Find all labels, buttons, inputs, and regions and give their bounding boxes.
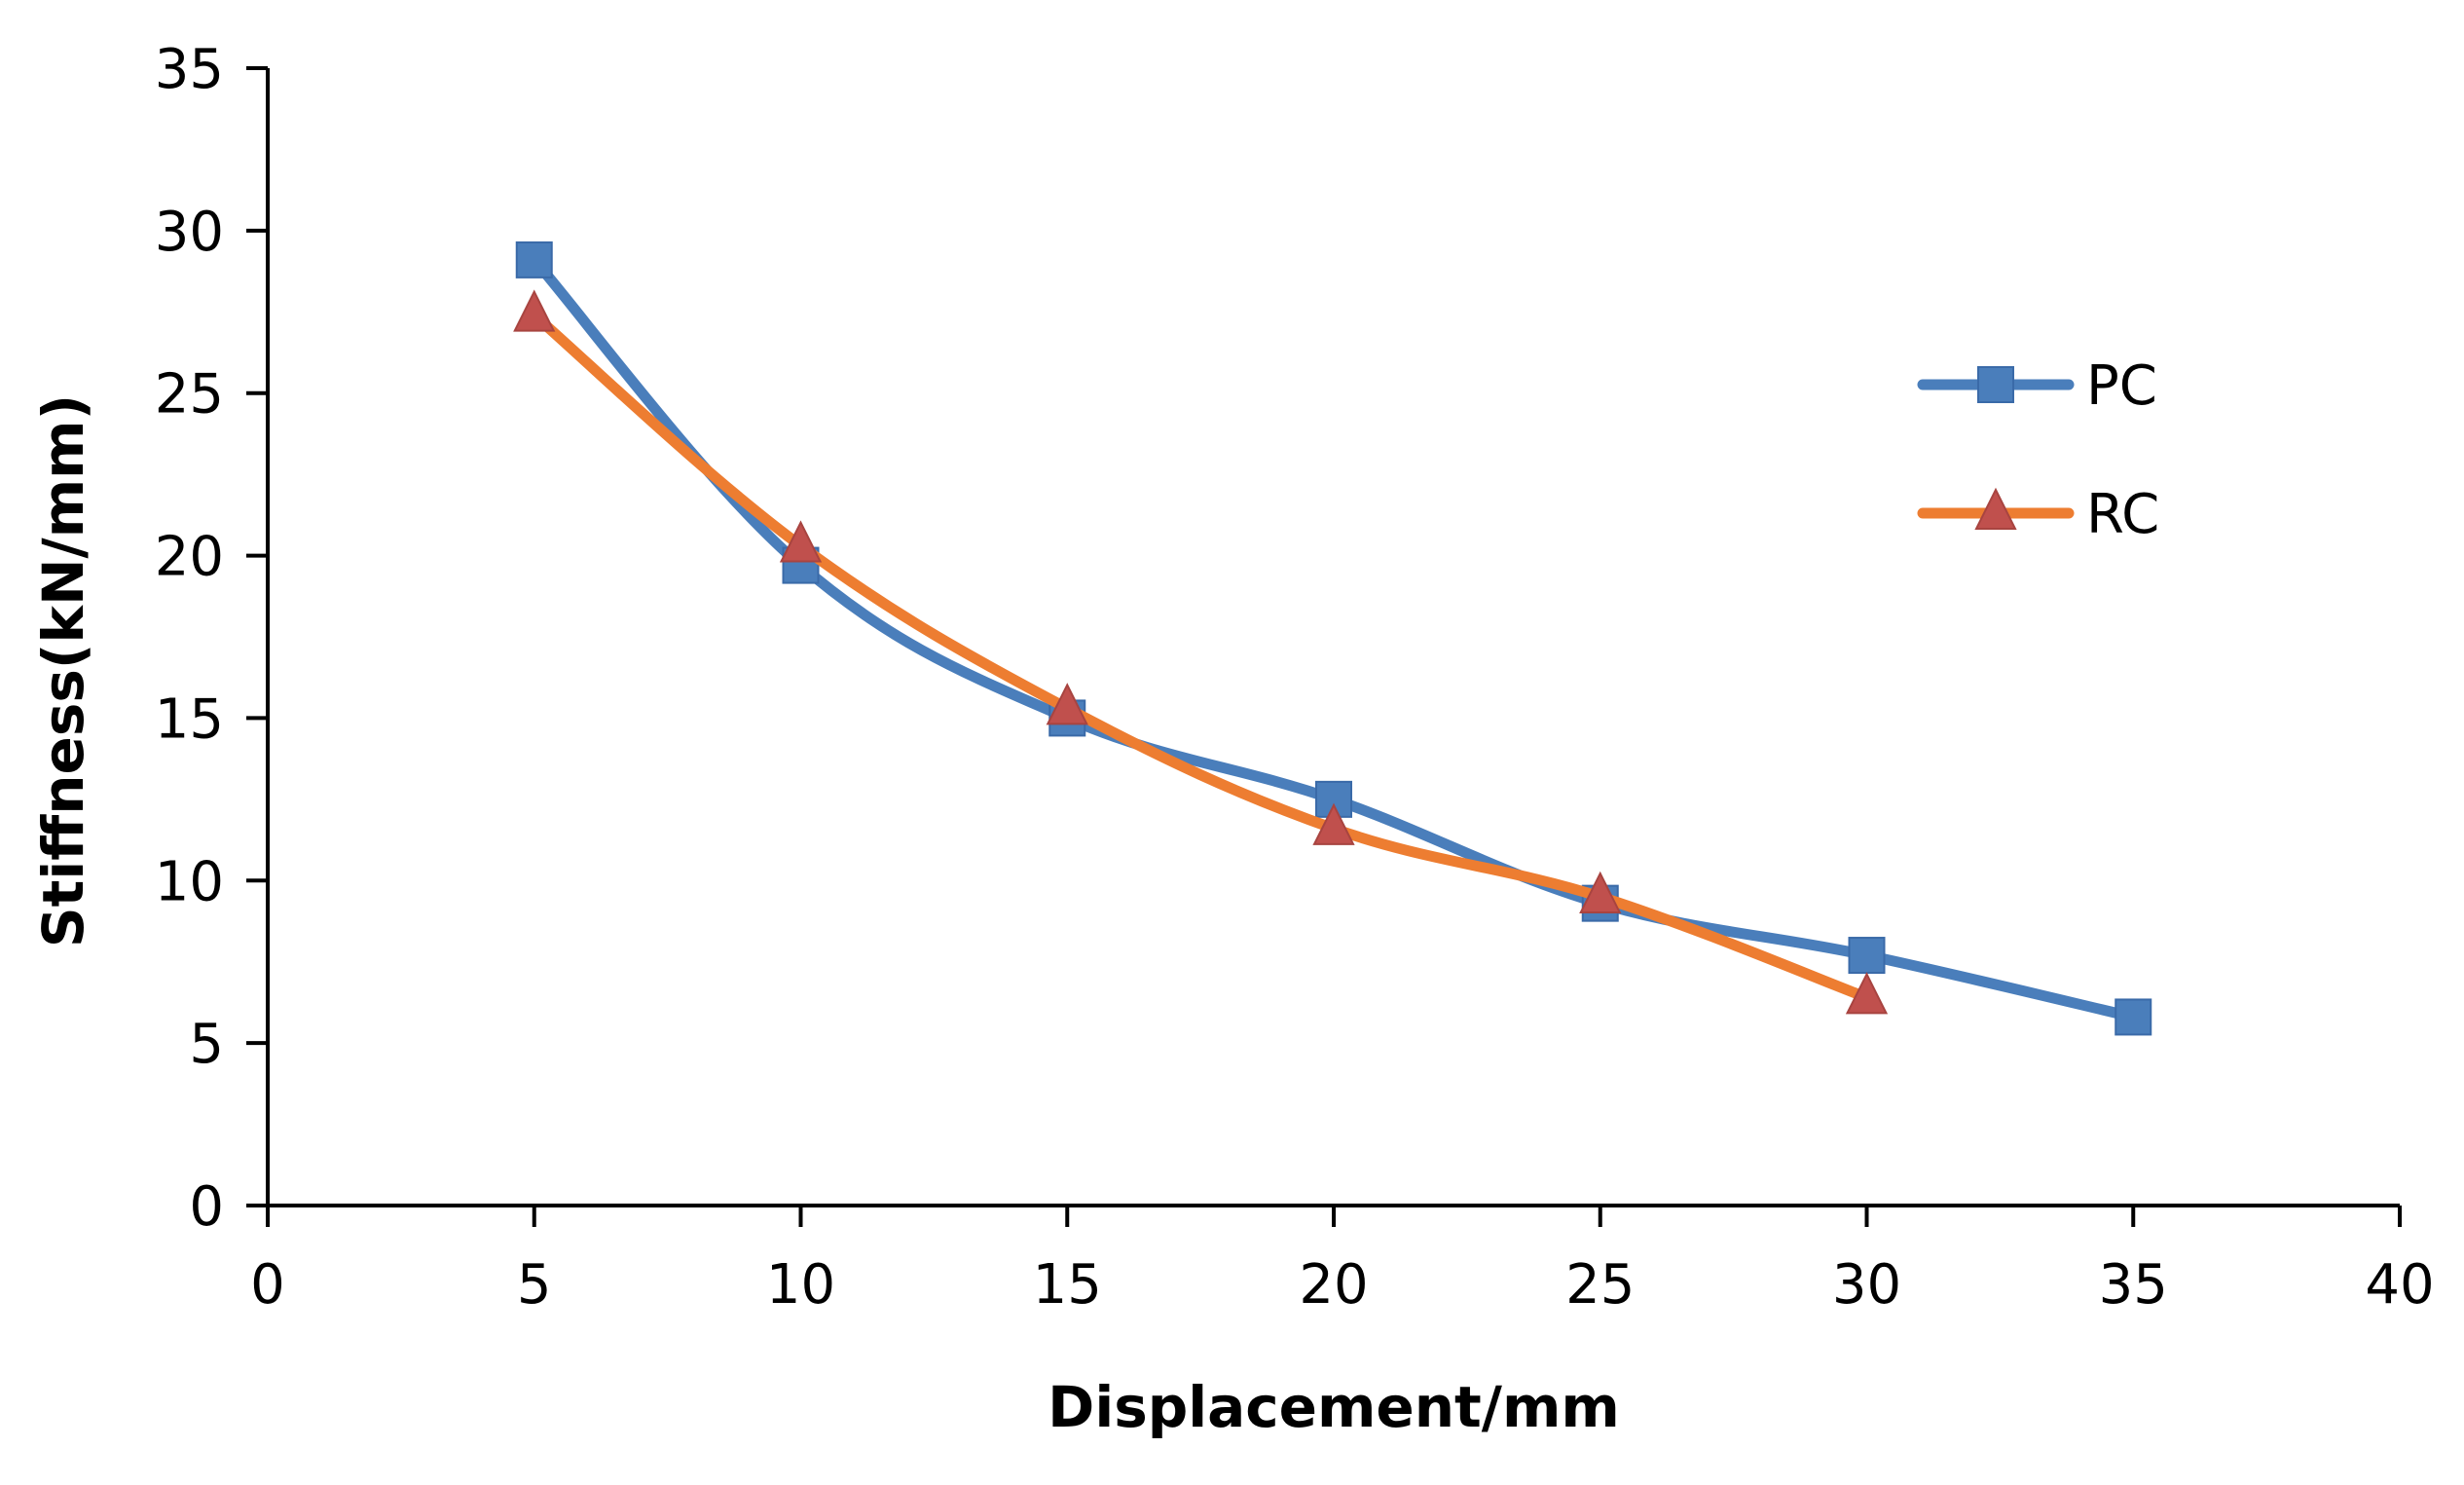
x-tick-label: 15 bbox=[1033, 1253, 1102, 1317]
data-point-rc bbox=[1046, 683, 1088, 725]
y-tick-label: 5 bbox=[189, 1013, 224, 1076]
legend-marker bbox=[1974, 487, 2017, 530]
legend: PC RC bbox=[1917, 354, 2159, 546]
y-tick-label: 10 bbox=[155, 850, 224, 913]
y-tick-label: 25 bbox=[155, 363, 224, 427]
data-point-rc bbox=[513, 289, 556, 332]
x-tick-label: 40 bbox=[2365, 1253, 2434, 1317]
legend-item-rc: RC bbox=[1917, 483, 2159, 546]
legend-label: RC bbox=[2086, 483, 2159, 546]
data-point-rc bbox=[1579, 871, 1622, 913]
x-tick-label: 0 bbox=[250, 1253, 285, 1317]
x-tick-label: 30 bbox=[1832, 1253, 1901, 1317]
data-point-rc bbox=[1312, 802, 1355, 845]
series-rc bbox=[513, 289, 1889, 1015]
x-tick-label: 5 bbox=[517, 1253, 552, 1317]
axes: 0 5 10 15 20 25 30 35 0 5 10 15 20 25 30 35 40 bbox=[155, 38, 2435, 1317]
data-point-pc bbox=[515, 241, 553, 278]
legend-marker bbox=[1977, 366, 2014, 403]
series-pc bbox=[515, 241, 2152, 1036]
series-line-rc bbox=[529, 310, 1872, 1003]
y-tick-label: 0 bbox=[189, 1175, 224, 1239]
y-tick-label: 35 bbox=[155, 38, 224, 101]
series-layer bbox=[513, 241, 2152, 1036]
legend-item-pc: PC bbox=[1917, 354, 2157, 418]
x-tick-label: 25 bbox=[1565, 1253, 1635, 1317]
x-tick-label: 10 bbox=[766, 1253, 835, 1317]
data-point-rc bbox=[779, 520, 823, 563]
x-axis-title: Displacement/mm bbox=[1048, 1374, 1620, 1440]
legend-label: PC bbox=[2086, 354, 2157, 418]
y-tick-label: 15 bbox=[155, 687, 224, 751]
data-point-pc bbox=[1848, 937, 1886, 975]
series-line-pc bbox=[529, 254, 2139, 1022]
x-tick-label: 35 bbox=[2099, 1253, 2168, 1317]
y-tick-label: 30 bbox=[155, 201, 224, 264]
data-point-rc bbox=[1845, 972, 1889, 1015]
x-tick-label: 20 bbox=[1299, 1253, 1368, 1317]
y-tick-label: 20 bbox=[155, 526, 224, 589]
y-axis-title: Stiffness(kN/mm) bbox=[30, 394, 96, 947]
data-point-pc bbox=[2115, 998, 2152, 1036]
